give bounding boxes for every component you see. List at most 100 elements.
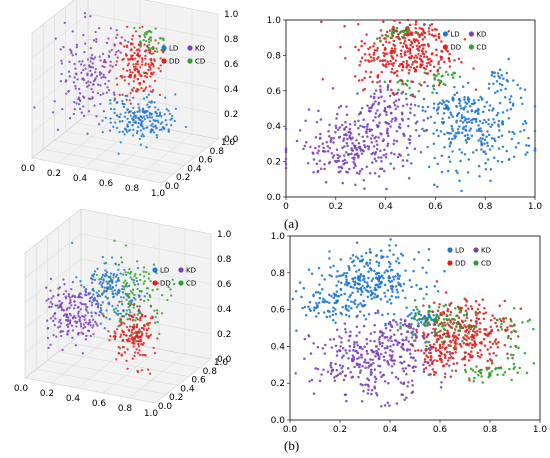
point-dd — [400, 55, 403, 58]
point-kd — [362, 324, 366, 328]
point-cd — [401, 35, 404, 39]
point-kd — [353, 365, 356, 369]
point-ld — [380, 256, 383, 260]
point-ld — [332, 306, 335, 309]
point-cd — [447, 317, 451, 321]
point-kd — [330, 366, 333, 369]
point-kd — [59, 318, 62, 321]
point-ld — [410, 162, 413, 165]
chart-b-3d: 0.0 0.2 0.4 0.6 0.8 1.00.00.20.40.60.81.00.00… — [14, 208, 232, 419]
point-ld — [100, 308, 103, 312]
point-kd — [401, 323, 405, 327]
point-kd — [365, 127, 369, 131]
point-kd — [376, 353, 380, 357]
point-ld — [453, 85, 456, 89]
point-dd — [138, 328, 141, 331]
point-ld — [509, 107, 513, 111]
point-kd — [379, 352, 383, 356]
point-ld — [350, 300, 353, 303]
point-ld — [410, 317, 414, 320]
point-cd — [134, 319, 137, 322]
point-cd — [124, 271, 127, 274]
point-kd — [387, 322, 391, 325]
point-dd — [422, 29, 425, 33]
point-kd — [403, 134, 406, 137]
point-dd — [123, 75, 126, 78]
point-cd — [149, 280, 152, 283]
point-cd — [502, 373, 505, 377]
point-ld — [345, 271, 349, 275]
point-ld — [121, 130, 125, 133]
point-kd — [361, 365, 364, 368]
legend-marker-ld — [161, 45, 167, 51]
point-dd — [462, 356, 466, 360]
point-kd — [81, 352, 84, 355]
point-kd — [80, 71, 83, 74]
point-ld — [459, 159, 462, 163]
point-dd — [400, 62, 404, 66]
point-kd — [338, 135, 342, 139]
point-dd — [435, 28, 438, 32]
point-dd — [115, 328, 119, 331]
point-kd — [316, 151, 319, 155]
point-ld — [332, 309, 335, 313]
point-kd — [348, 349, 351, 352]
point-ld — [398, 274, 402, 277]
point-ld — [498, 101, 502, 105]
point-ld — [345, 308, 349, 311]
point-cd — [136, 313, 139, 316]
point-cd — [146, 45, 149, 49]
point-ld — [450, 124, 453, 128]
point-kd — [399, 355, 403, 358]
point-kd — [70, 51, 73, 55]
point-kd — [390, 371, 394, 375]
point-cd — [128, 293, 131, 296]
point-ld — [351, 277, 355, 281]
point-dd — [384, 40, 388, 44]
point-dd — [429, 355, 433, 358]
point-kd — [352, 345, 356, 349]
point-cd — [139, 43, 142, 46]
point-kd — [365, 165, 369, 168]
point-kd — [82, 95, 85, 98]
legend-label-cd: CD — [476, 44, 486, 52]
point-ld — [453, 93, 456, 97]
point-dd — [118, 93, 121, 97]
point-ld — [387, 260, 391, 264]
point-ld — [120, 287, 124, 291]
point-ld — [112, 292, 115, 296]
point-cd — [425, 324, 428, 327]
point-dd — [127, 337, 130, 340]
point-cd — [154, 315, 157, 319]
point-kd — [47, 297, 50, 301]
point-cd — [437, 72, 440, 76]
point-kd — [89, 46, 92, 50]
point-ld — [99, 306, 102, 310]
point-cd — [423, 71, 426, 75]
point-kd — [59, 322, 63, 325]
point-kd — [355, 325, 359, 329]
point-dd — [463, 363, 467, 367]
point-ld — [368, 261, 372, 265]
point-kd — [397, 98, 401, 101]
point-ld — [335, 299, 338, 302]
point-dd — [421, 33, 424, 37]
point-dd — [435, 53, 438, 57]
point-kd — [77, 296, 80, 299]
point-dd — [409, 32, 413, 36]
point-dd — [378, 36, 381, 40]
point-dd — [414, 54, 418, 57]
point-cd — [463, 368, 467, 372]
point-dd — [422, 331, 425, 334]
point-ld — [491, 144, 494, 148]
point-kd — [80, 296, 83, 299]
point-dd — [471, 335, 475, 338]
point-ld — [139, 129, 143, 132]
point-dd — [429, 59, 433, 63]
point-dd — [461, 320, 465, 324]
point-cd — [468, 324, 471, 328]
point-ld — [173, 119, 176, 123]
point-cd — [173, 282, 176, 286]
point-cd — [158, 332, 161, 336]
point-kd — [384, 326, 388, 330]
